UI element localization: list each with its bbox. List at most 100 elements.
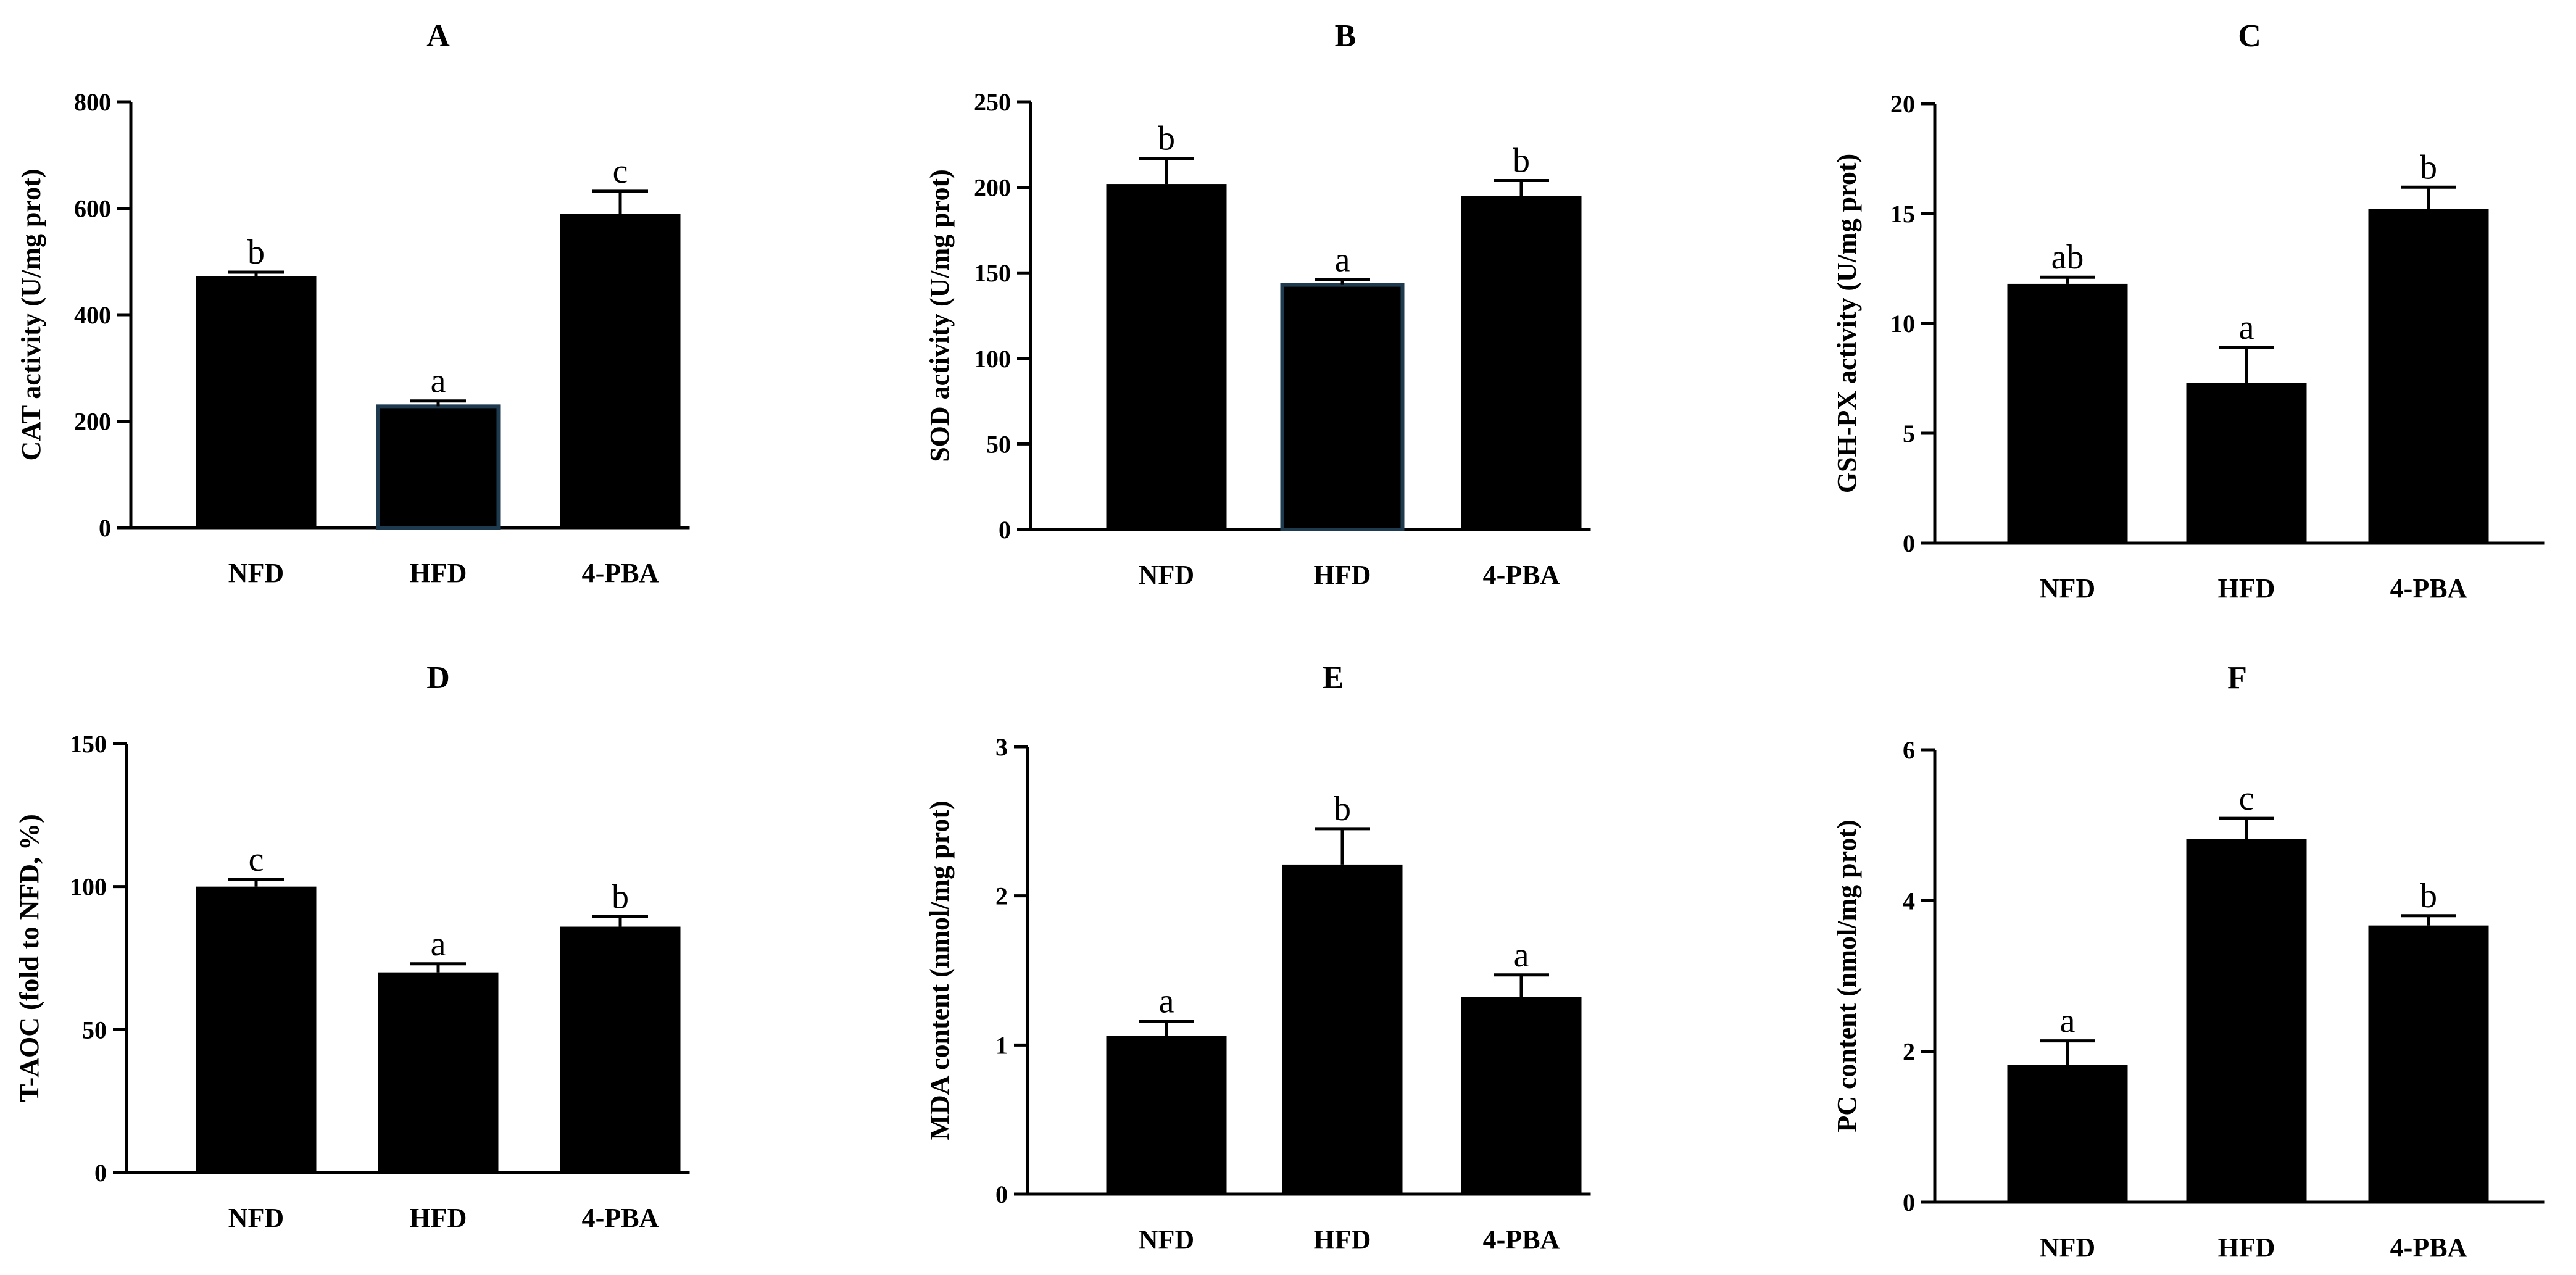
y-tick-label-e-1: 1: [995, 1031, 1008, 1059]
panel-title-c: C: [2238, 19, 2261, 54]
significance-label-b-hfd: a: [1335, 241, 1350, 279]
x-tick-label-b-nfd: NFD: [1139, 560, 1194, 590]
x-tick-label-d-hfd: HFD: [410, 1203, 467, 1233]
bar-c-4-pba: [2368, 209, 2489, 543]
bar-d-nfd: [196, 886, 317, 1173]
significance-label-b-nfd: b: [1158, 119, 1175, 157]
y-tick-label-d-0: 0: [94, 1159, 107, 1187]
x-tick-label-a-nfd: NFD: [228, 558, 284, 588]
bar-b-4-pba: [1461, 196, 1582, 530]
y-tick-label-b-4: 200: [974, 174, 1011, 202]
bar-a-4-pba: [560, 214, 681, 528]
x-tick-label-f-4-pba: 4-PBA: [2390, 1232, 2467, 1263]
bar-e-nfd: [1106, 1036, 1227, 1194]
panel-title-e: E: [1323, 660, 1344, 696]
significance-label-c-hfd: a: [2239, 309, 2254, 347]
bar-d-hfd: [378, 972, 499, 1173]
y-tick-label-a-0: 0: [99, 514, 111, 542]
significance-label-f-nfd: a: [2060, 1002, 2075, 1040]
y-tick-label-a-1: 200: [74, 408, 111, 436]
significance-label-b-4-pba: b: [1513, 142, 1530, 180]
y-tick-label-e-0: 0: [995, 1181, 1008, 1208]
significance-label-e-nfd: a: [1159, 982, 1174, 1021]
bar-c-hfd: [2186, 383, 2307, 543]
significance-label-c-nfd: ab: [2051, 238, 2084, 276]
x-tick-label-e-4-pba: 4-PBA: [1483, 1224, 1560, 1255]
x-tick-label-d-4-pba: 4-PBA: [582, 1203, 659, 1233]
x-tick-label-c-nfd: NFD: [2040, 573, 2095, 604]
bar-b-nfd: [1106, 184, 1227, 530]
significance-label-d-4-pba: b: [612, 878, 629, 916]
y-axis-label-f: PC content (nmol/mg prot): [1832, 820, 1862, 1132]
x-tick-label-f-hfd: HFD: [2218, 1232, 2275, 1263]
y-axis-label-c: GSH-PX activity (U/mg prot): [1832, 154, 1862, 493]
y-tick-label-f-2: 4: [1903, 887, 1915, 915]
significance-label-e-4-pba: a: [1514, 936, 1529, 974]
x-tick-label-e-hfd: HFD: [1314, 1224, 1371, 1255]
x-tick-label-d-nfd: NFD: [228, 1203, 284, 1233]
y-tick-label-b-1: 50: [986, 430, 1011, 458]
panel-title-a: A: [426, 19, 450, 54]
bar-b-hfd: [1280, 283, 1405, 531]
y-axis-label-a: CAT activity (U/mg prot): [16, 169, 46, 461]
y-tick-label-d-2: 100: [70, 873, 107, 901]
x-tick-label-c-hfd: HFD: [2218, 573, 2275, 604]
panel-title-f: F: [2227, 660, 2247, 696]
significance-label-d-hfd: a: [431, 925, 446, 963]
y-tick-label-d-1: 50: [82, 1016, 107, 1044]
x-tick-label-a-hfd: HFD: [410, 558, 467, 588]
y-tick-label-b-2: 100: [974, 345, 1011, 373]
y-tick-label-a-4: 800: [74, 88, 111, 116]
y-axis-label-b: SOD activity (U/mg prot): [924, 169, 955, 462]
y-tick-label-c-2: 10: [1890, 310, 1915, 338]
panel-title-d: D: [426, 660, 450, 696]
chart-panel-b: B 0 50 100 150 200 250 SOD activity (U/mg prot)…: [924, 19, 1591, 590]
x-tick-label-f-nfd: NFD: [2040, 1232, 2095, 1263]
panel-title-b: B: [1335, 19, 1357, 54]
y-tick-label-a-2: 400: [74, 301, 111, 329]
y-tick-label-f-1: 2: [1903, 1038, 1915, 1066]
bar-f-hfd: [2186, 839, 2307, 1202]
y-tick-label-e-2: 2: [995, 883, 1008, 910]
x-tick-label-b-4-pba: 4-PBA: [1483, 560, 1560, 590]
bar-f-4-pba: [2368, 925, 2489, 1202]
y-tick-label-f-3: 6: [1903, 736, 1915, 764]
significance-label-f-hfd: c: [2239, 779, 2254, 818]
bar-e-4-pba: [1461, 997, 1582, 1194]
bar-c-nfd: [2007, 283, 2128, 543]
y-axis-label-d: T-AOC (fold to NFD, %): [14, 814, 44, 1102]
y-tick-label-f-0: 0: [1903, 1189, 1915, 1216]
x-tick-label-b-hfd: HFD: [1314, 560, 1371, 590]
chart-panel-f: F 0 2 4 6 PC content (nmol/mg prot) a NFD c HFD b 4…: [1832, 660, 2545, 1263]
chart-panel-d: D 0 50 100 150 T-AOC (fold to NFD, %) c NFD a HFD…: [14, 660, 690, 1233]
chart-panel-e: E 0 1 2 3 MDA content (nmol/mg prot) a NFD b HFD a…: [924, 660, 1591, 1255]
y-tick-label-c-0: 0: [1903, 530, 1915, 557]
x-tick-label-c-4-pba: 4-PBA: [2390, 573, 2467, 604]
y-tick-label-c-3: 15: [1890, 200, 1915, 228]
significance-label-a-4-pba: c: [613, 152, 628, 191]
x-tick-label-a-4-pba: 4-PBA: [582, 558, 659, 588]
chart-panel-a: A 0 200 400 600 800 CAT activity (U/mg prot) b N…: [16, 19, 690, 588]
y-axis-label-e: MDA content (nmol/mg prot): [924, 800, 955, 1140]
bar-a-nfd: [196, 276, 317, 528]
significance-label-f-4-pba: b: [2420, 877, 2437, 915]
bar-a-hfd: [376, 404, 501, 530]
y-tick-label-b-3: 150: [974, 259, 1011, 287]
significance-label-c-4-pba: b: [2420, 148, 2437, 186]
y-tick-label-c-4: 20: [1890, 90, 1915, 118]
x-tick-label-e-nfd: NFD: [1139, 1224, 1194, 1255]
y-tick-label-d-3: 150: [70, 730, 107, 758]
significance-label-e-hfd: b: [1334, 790, 1351, 828]
bar-f-nfd: [2007, 1065, 2128, 1202]
significance-label-a-nfd: b: [247, 233, 265, 272]
significance-label-d-nfd: c: [249, 841, 264, 879]
y-tick-label-c-1: 5: [1903, 420, 1915, 447]
bar-d-4-pba: [560, 926, 681, 1173]
significance-label-a-hfd: a: [431, 362, 446, 401]
y-tick-label-b-0: 0: [999, 516, 1011, 544]
y-tick-label-a-3: 600: [74, 195, 111, 223]
bar-e-hfd: [1282, 864, 1403, 1194]
y-tick-label-b-5: 250: [974, 88, 1011, 116]
